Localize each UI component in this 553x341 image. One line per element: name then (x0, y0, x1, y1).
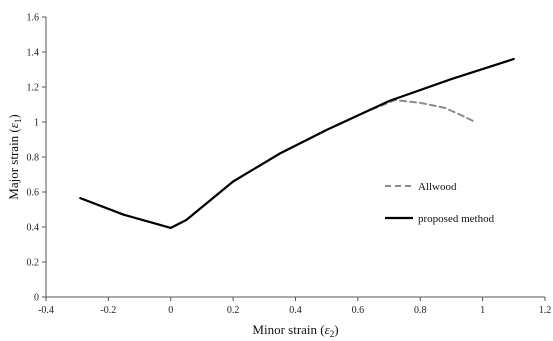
x-tick-label: 1.2 (539, 305, 552, 316)
y-tick-label: 0.8 (27, 153, 40, 164)
y-ticks: 0 0.2 0.4 0.6 0.8 1 1.2 1.4 1.6 (27, 13, 46, 304)
y-axis-title-text: Major strain ( (6, 128, 21, 199)
series-line-allwood (79, 99, 475, 229)
y-axis-title-sub: 1 (13, 119, 23, 124)
y-tick-label: 1 (34, 118, 39, 129)
y-tick-label: 0.2 (27, 258, 40, 269)
x-tick-label: -0.2 (100, 305, 116, 316)
x-tick-label: 0.4 (289, 305, 302, 316)
series-line-proposed-method (79, 57, 515, 229)
legend-label: proposed method (418, 213, 495, 225)
x-tick-label: 1 (480, 305, 485, 316)
series-layer (79, 57, 515, 229)
x-tick-label: -0.4 (38, 305, 54, 316)
x-ticks: -0.4 -0.2 0 0.2 0.4 0.6 0.8 1 1.2 (38, 297, 551, 316)
y-tick-label: 1.6 (27, 13, 40, 24)
y-tick-label: 1.2 (27, 83, 40, 94)
y-tick-label: 1.4 (27, 48, 40, 59)
y-axis-title-group: Major strain (ε1) (6, 114, 23, 199)
x-axis-title-symbol: ε (325, 322, 331, 337)
x-tick-label: 0.6 (352, 305, 365, 316)
y-axis-title-symbol: ε (6, 122, 21, 128)
legend-label: Allwood (418, 181, 457, 193)
x-tick-label: 0.2 (227, 305, 240, 316)
y-tick-label: 0.6 (27, 188, 40, 199)
y-axis-title-close: ) (6, 114, 21, 118)
y-tick-label: 0.4 (27, 223, 40, 234)
y-axis-title: Major strain (ε1) (6, 114, 23, 199)
x-axis-title-sub: 2 (330, 329, 335, 339)
x-axis-title-text: Minor strain ( (252, 322, 324, 337)
x-axis-title: Minor strain (ε2) (252, 322, 338, 339)
y-tick-label: 0 (34, 293, 39, 304)
legend: Allwood proposed method (385, 181, 495, 225)
axes (45, 17, 545, 298)
x-tick-label: 0.8 (414, 305, 427, 316)
x-tick-label: 0 (168, 305, 173, 316)
x-axis-title-close: ) (334, 322, 338, 337)
